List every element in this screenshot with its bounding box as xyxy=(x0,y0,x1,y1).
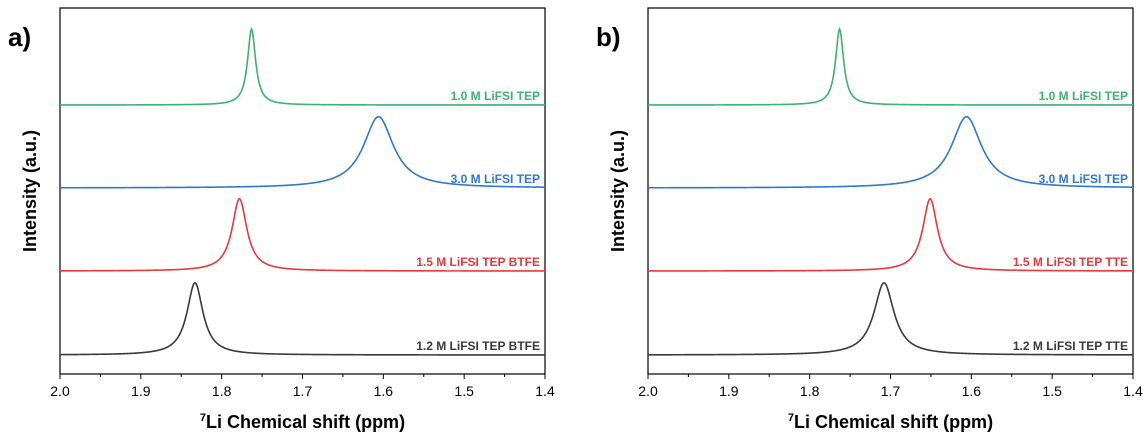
x-tick-label: 2.0 xyxy=(50,383,70,399)
series-label: 1.0 M LiFSI TEP xyxy=(451,89,540,103)
panel-letter: a) xyxy=(8,22,31,52)
series-label: 3.0 M LiFSI TEP xyxy=(1039,172,1128,186)
series-line-4 xyxy=(648,281,1133,356)
x-tick-label: 1.5 xyxy=(1042,383,1062,399)
plot-frame xyxy=(647,7,1134,375)
x-axis-label-text: Li Chemical shift (ppm) xyxy=(206,412,405,432)
chart-panel-a: 2.0 1.9 1.8 1.7 1.6 1.5 1.4 7Li Chemical shift … xyxy=(8,7,555,432)
x-tick-label: 1.6 xyxy=(374,383,394,399)
series-line-2 xyxy=(60,115,546,189)
series-label: 3.0 M LiFSI TEP xyxy=(451,172,540,186)
series-line-3 xyxy=(60,197,545,272)
panel-letter: b) xyxy=(596,22,621,52)
x-axis-label-text: Li Chemical shift (ppm) xyxy=(794,412,993,432)
series-line-4 xyxy=(59,281,545,356)
series-line-2 xyxy=(648,115,1134,189)
series-line-1 xyxy=(60,26,545,106)
x-tick-label: 1.7 xyxy=(881,383,901,399)
x-tick-label: 1.5 xyxy=(454,383,474,399)
series-label: 1.5 M LiFSI TEP TTE xyxy=(1013,255,1128,269)
series-line-3 xyxy=(648,197,1133,272)
series-label: 1.2 M LiFSI TEP TTE xyxy=(1013,339,1128,353)
plot-frame xyxy=(59,7,546,375)
x-tick-label: 1.9 xyxy=(131,383,151,399)
series-label: 1.5 M LiFSI TEP BTFE xyxy=(416,255,540,269)
x-tick-label: 1.8 xyxy=(212,383,232,399)
x-tick-label: 1.8 xyxy=(800,383,820,399)
x-axis-label: 7Li Chemical shift (ppm) xyxy=(200,412,405,432)
x-axis-label-superscript: 7 xyxy=(788,412,794,424)
series-label: 1.0 M LiFSI TEP xyxy=(1039,89,1128,103)
x-tick-label: 1.4 xyxy=(1123,383,1143,399)
x-tick-label: 1.6 xyxy=(962,383,982,399)
x-axis-label: 7Li Chemical shift (ppm) xyxy=(788,412,993,432)
x-tick-label: 1.9 xyxy=(719,383,739,399)
x-tick-label: 1.7 xyxy=(293,383,313,399)
series-line-1 xyxy=(648,26,1133,106)
y-axis-label: Intensity (a.u.) xyxy=(20,130,40,252)
chart-panel-b: 2.0 1.9 1.8 1.7 1.6 1.5 1.4 7Li Chemical shift … xyxy=(596,7,1143,432)
x-tick-label: 1.4 xyxy=(535,383,555,399)
x-tick-label: 2.0 xyxy=(638,383,658,399)
x-axis-label-superscript: 7 xyxy=(200,412,206,424)
series-label: 1.2 M LiFSI TEP BTFE xyxy=(416,339,540,353)
y-axis-label: Intensity (a.u.) xyxy=(608,130,628,252)
